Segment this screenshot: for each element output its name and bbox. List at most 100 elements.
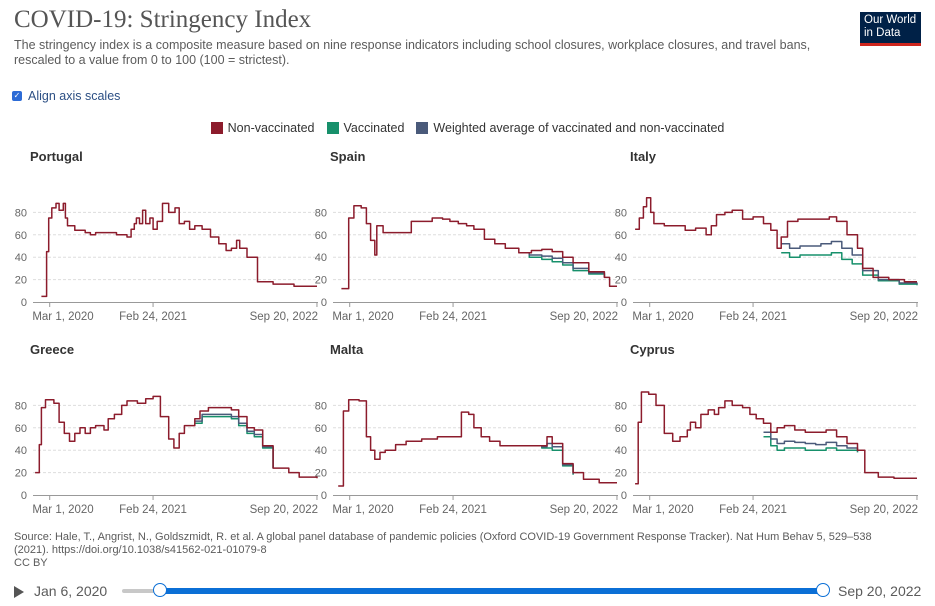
x-tick-label: Mar 1, 2020: [332, 504, 393, 516]
x-tick-label: Feb 24, 2021: [119, 504, 187, 516]
x-tick-label: Mar 1, 2020: [32, 504, 93, 516]
license-label: CC BY: [14, 557, 48, 569]
legend-item-non-vaccinated[interactable]: Non-vaccinated: [210, 121, 315, 135]
timeline-selected-range: [160, 588, 823, 594]
y-tick-label: 0: [621, 490, 627, 502]
x-tick-label: Sep 20, 2022: [250, 311, 318, 323]
series-line-non-vaccinated: [635, 197, 917, 283]
y-tick-label: 60: [15, 230, 27, 242]
x-tick-label: Mar 1, 2020: [32, 311, 93, 323]
y-tick-label: 20: [615, 468, 627, 480]
y-tick-label: 80: [15, 207, 27, 219]
small-multiples-chart: Portugal 0 20 40 60 80 Mar 1, 2020 Feb 24, 2021…: [15, 149, 918, 516]
legend-label: Vaccinated: [343, 121, 405, 135]
panel-title: Spain: [330, 149, 365, 164]
timeline-start-label: Jan 6, 2020: [34, 583, 108, 599]
y-tick-label: 20: [315, 275, 327, 287]
panel-title: Greece: [30, 342, 74, 357]
x-tick-label: Feb 24, 2021: [419, 311, 487, 323]
y-tick-label: 0: [21, 490, 27, 502]
y-tick-label: 60: [315, 230, 327, 242]
y-tick-label: 40: [615, 252, 627, 264]
timeline-end-label: Sep 20, 2022: [838, 583, 922, 599]
panel-malta: Malta 0 20 40 60 80 Mar 1, 2020 Feb 24, 2021 Sep…: [315, 342, 618, 516]
x-tick-label: Feb 24, 2021: [119, 311, 187, 323]
y-tick-label: 0: [621, 297, 627, 309]
checkbox-checked-icon[interactable]: ✓: [12, 91, 22, 101]
legend-label: Weighted average of vaccinated and non-v…: [433, 121, 725, 135]
play-icon[interactable]: [14, 586, 24, 598]
series-line-weighted-average-of-vaccinated-and-non-vaccinated: [194, 413, 274, 469]
legend-item-weighted-average[interactable]: Weighted average of vaccinated and non-v…: [416, 121, 724, 135]
y-tick-label: 60: [315, 423, 327, 435]
legend-item-vaccinated[interactable]: Vaccinated: [326, 121, 405, 135]
panel-title: Portugal: [30, 149, 83, 164]
timeline-start-handle[interactable]: [153, 583, 167, 597]
source-citation: Source: Hale, T., Angrist, N., Goldszmid…: [14, 531, 872, 556]
x-tick-label: Sep 20, 2022: [550, 504, 618, 516]
series-line-vaccinated: [518, 251, 606, 278]
y-tick-label: 40: [15, 252, 27, 264]
panel-title: Malta: [330, 342, 364, 357]
panel-spain: Spain 0 20 40 60 80 Mar 1, 2020 Feb 24, 2021 Sep…: [315, 149, 618, 323]
x-tick-label: Sep 20, 2022: [250, 504, 318, 516]
legend: Non-vaccinated Vaccinated Weighted avera…: [0, 121, 935, 135]
x-tick-label: Mar 1, 2020: [632, 504, 693, 516]
panel-portugal: Portugal 0 20 40 60 80 Mar 1, 2020 Feb 24, 2021…: [15, 149, 318, 323]
x-tick-label: Sep 20, 2022: [850, 311, 918, 323]
panel-title: Cyprus: [630, 342, 675, 357]
x-tick-label: Mar 1, 2020: [632, 311, 693, 323]
logo-accent-bar: [860, 43, 921, 46]
y-tick-label: 80: [615, 400, 627, 412]
y-tick-label: 0: [21, 297, 27, 309]
y-tick-label: 20: [15, 275, 27, 287]
y-tick-label: 40: [315, 252, 327, 264]
legend-swatch-non-vaccinated: [210, 122, 223, 134]
x-tick-label: Feb 24, 2021: [719, 311, 787, 323]
chart-title: COVID-19: Stringency Index: [14, 6, 312, 33]
series-line-vaccinated: [763, 436, 859, 453]
panel-title: Italy: [630, 149, 657, 164]
panel-italy: Italy 0 20 40 60 80 Mar 1, 2020 Feb 24, 2021 Sep…: [615, 149, 918, 323]
source-note: Source: Hale, T., Angrist, N., Goldszmid…: [14, 531, 894, 570]
series-line-non-vaccinated: [35, 395, 318, 479]
y-tick-label: 60: [615, 423, 627, 435]
y-tick-label: 60: [15, 423, 27, 435]
x-tick-label: Mar 1, 2020: [332, 311, 393, 323]
x-tick-label: Feb 24, 2021: [719, 504, 787, 516]
y-tick-label: 80: [315, 400, 327, 412]
align-axis-label: Align axis scales: [28, 89, 121, 103]
series-line-non-vaccinated: [338, 399, 617, 487]
y-tick-label: 80: [15, 400, 27, 412]
timeline: Jan 6, 2020 Sep 20, 2022: [0, 580, 935, 604]
y-tick-label: 0: [321, 297, 327, 309]
series-line-weighted-average-of-vaccinated-and-non-vaccinated: [763, 431, 859, 452]
owid-logo[interactable]: Our World in Data: [860, 12, 921, 46]
y-tick-label: 0: [321, 490, 327, 502]
y-tick-label: 80: [615, 207, 627, 219]
y-tick-label: 20: [15, 468, 27, 480]
y-tick-label: 40: [615, 445, 627, 457]
x-tick-label: Sep 20, 2022: [850, 504, 918, 516]
logo-line1: Our World: [864, 14, 917, 26]
legend-swatch-vaccinated: [326, 122, 339, 134]
y-tick-label: 80: [315, 207, 327, 219]
series-line-vaccinated: [781, 251, 918, 286]
x-tick-label: Feb 24, 2021: [419, 504, 487, 516]
chart-subtitle: The stringency index is a composite meas…: [14, 38, 811, 67]
panel-cyprus: Cyprus 0 20 40 60 80 Mar 1, 2020 Feb 24, 2021 Se…: [615, 342, 918, 516]
series-line-non-vaccinated: [635, 391, 917, 485]
align-axis-toggle[interactable]: ✓ Align axis scales: [12, 89, 120, 103]
y-tick-label: 60: [615, 230, 627, 242]
series-line-non-vaccinated: [341, 204, 617, 290]
y-tick-label: 20: [315, 468, 327, 480]
legend-label: Non-vaccinated: [227, 121, 315, 135]
timeline-end-handle[interactable]: [816, 583, 830, 597]
series-line-non-vaccinated: [41, 202, 317, 298]
legend-swatch-weighted-average: [416, 122, 429, 134]
panel-greece: Greece 0 20 40 60 80 Mar 1, 2020 Feb 24, 2021 Se…: [15, 342, 318, 516]
series-line-vaccinated: [194, 415, 274, 469]
y-tick-label: 40: [15, 445, 27, 457]
y-tick-label: 20: [615, 275, 627, 287]
y-tick-label: 40: [315, 445, 327, 457]
